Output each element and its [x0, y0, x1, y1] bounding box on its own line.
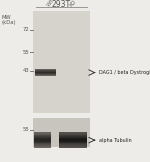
Bar	[59, 139, 87, 140]
Bar	[59, 144, 87, 145]
Bar	[59, 134, 87, 135]
Text: KO: KO	[68, 0, 77, 8]
Bar	[59, 136, 87, 137]
Bar	[59, 140, 87, 141]
Bar	[34, 135, 51, 136]
Bar	[34, 139, 51, 140]
Bar	[34, 145, 51, 146]
Bar	[35, 70, 56, 71]
Bar	[35, 75, 56, 76]
Bar	[59, 142, 87, 143]
Bar	[34, 138, 51, 139]
Bar	[33, 118, 90, 147]
Bar	[59, 138, 87, 139]
Bar	[34, 134, 51, 135]
Bar	[34, 147, 51, 148]
Bar	[34, 133, 51, 134]
Text: MW
(kDa): MW (kDa)	[2, 15, 16, 25]
Bar	[59, 133, 87, 134]
Bar	[59, 141, 87, 142]
Bar	[59, 135, 87, 136]
Text: 55: 55	[22, 127, 29, 132]
Bar	[34, 140, 51, 141]
Text: 293T: 293T	[52, 0, 71, 9]
Bar	[59, 137, 87, 138]
Bar	[35, 72, 56, 73]
Bar	[34, 132, 51, 133]
Bar	[59, 147, 87, 148]
Bar	[59, 145, 87, 146]
Bar	[33, 11, 90, 113]
Bar	[35, 73, 56, 74]
Text: 72: 72	[22, 27, 29, 32]
Text: DAG1 / beta Dystroglycan: DAG1 / beta Dystroglycan	[99, 70, 150, 75]
Bar	[34, 146, 51, 147]
Text: 43: 43	[23, 68, 29, 73]
Text: WT: WT	[46, 0, 55, 8]
Text: 55: 55	[22, 50, 29, 55]
Bar	[34, 143, 51, 144]
Bar	[59, 132, 87, 133]
Bar	[35, 74, 56, 75]
Bar	[34, 144, 51, 145]
Bar	[35, 69, 56, 70]
Bar	[35, 71, 56, 72]
Bar	[34, 136, 51, 137]
Bar	[34, 142, 51, 143]
Text: alpha Tubulin: alpha Tubulin	[99, 138, 132, 143]
Bar	[59, 143, 87, 144]
Bar	[59, 146, 87, 147]
Bar	[34, 141, 51, 142]
Bar	[34, 137, 51, 138]
